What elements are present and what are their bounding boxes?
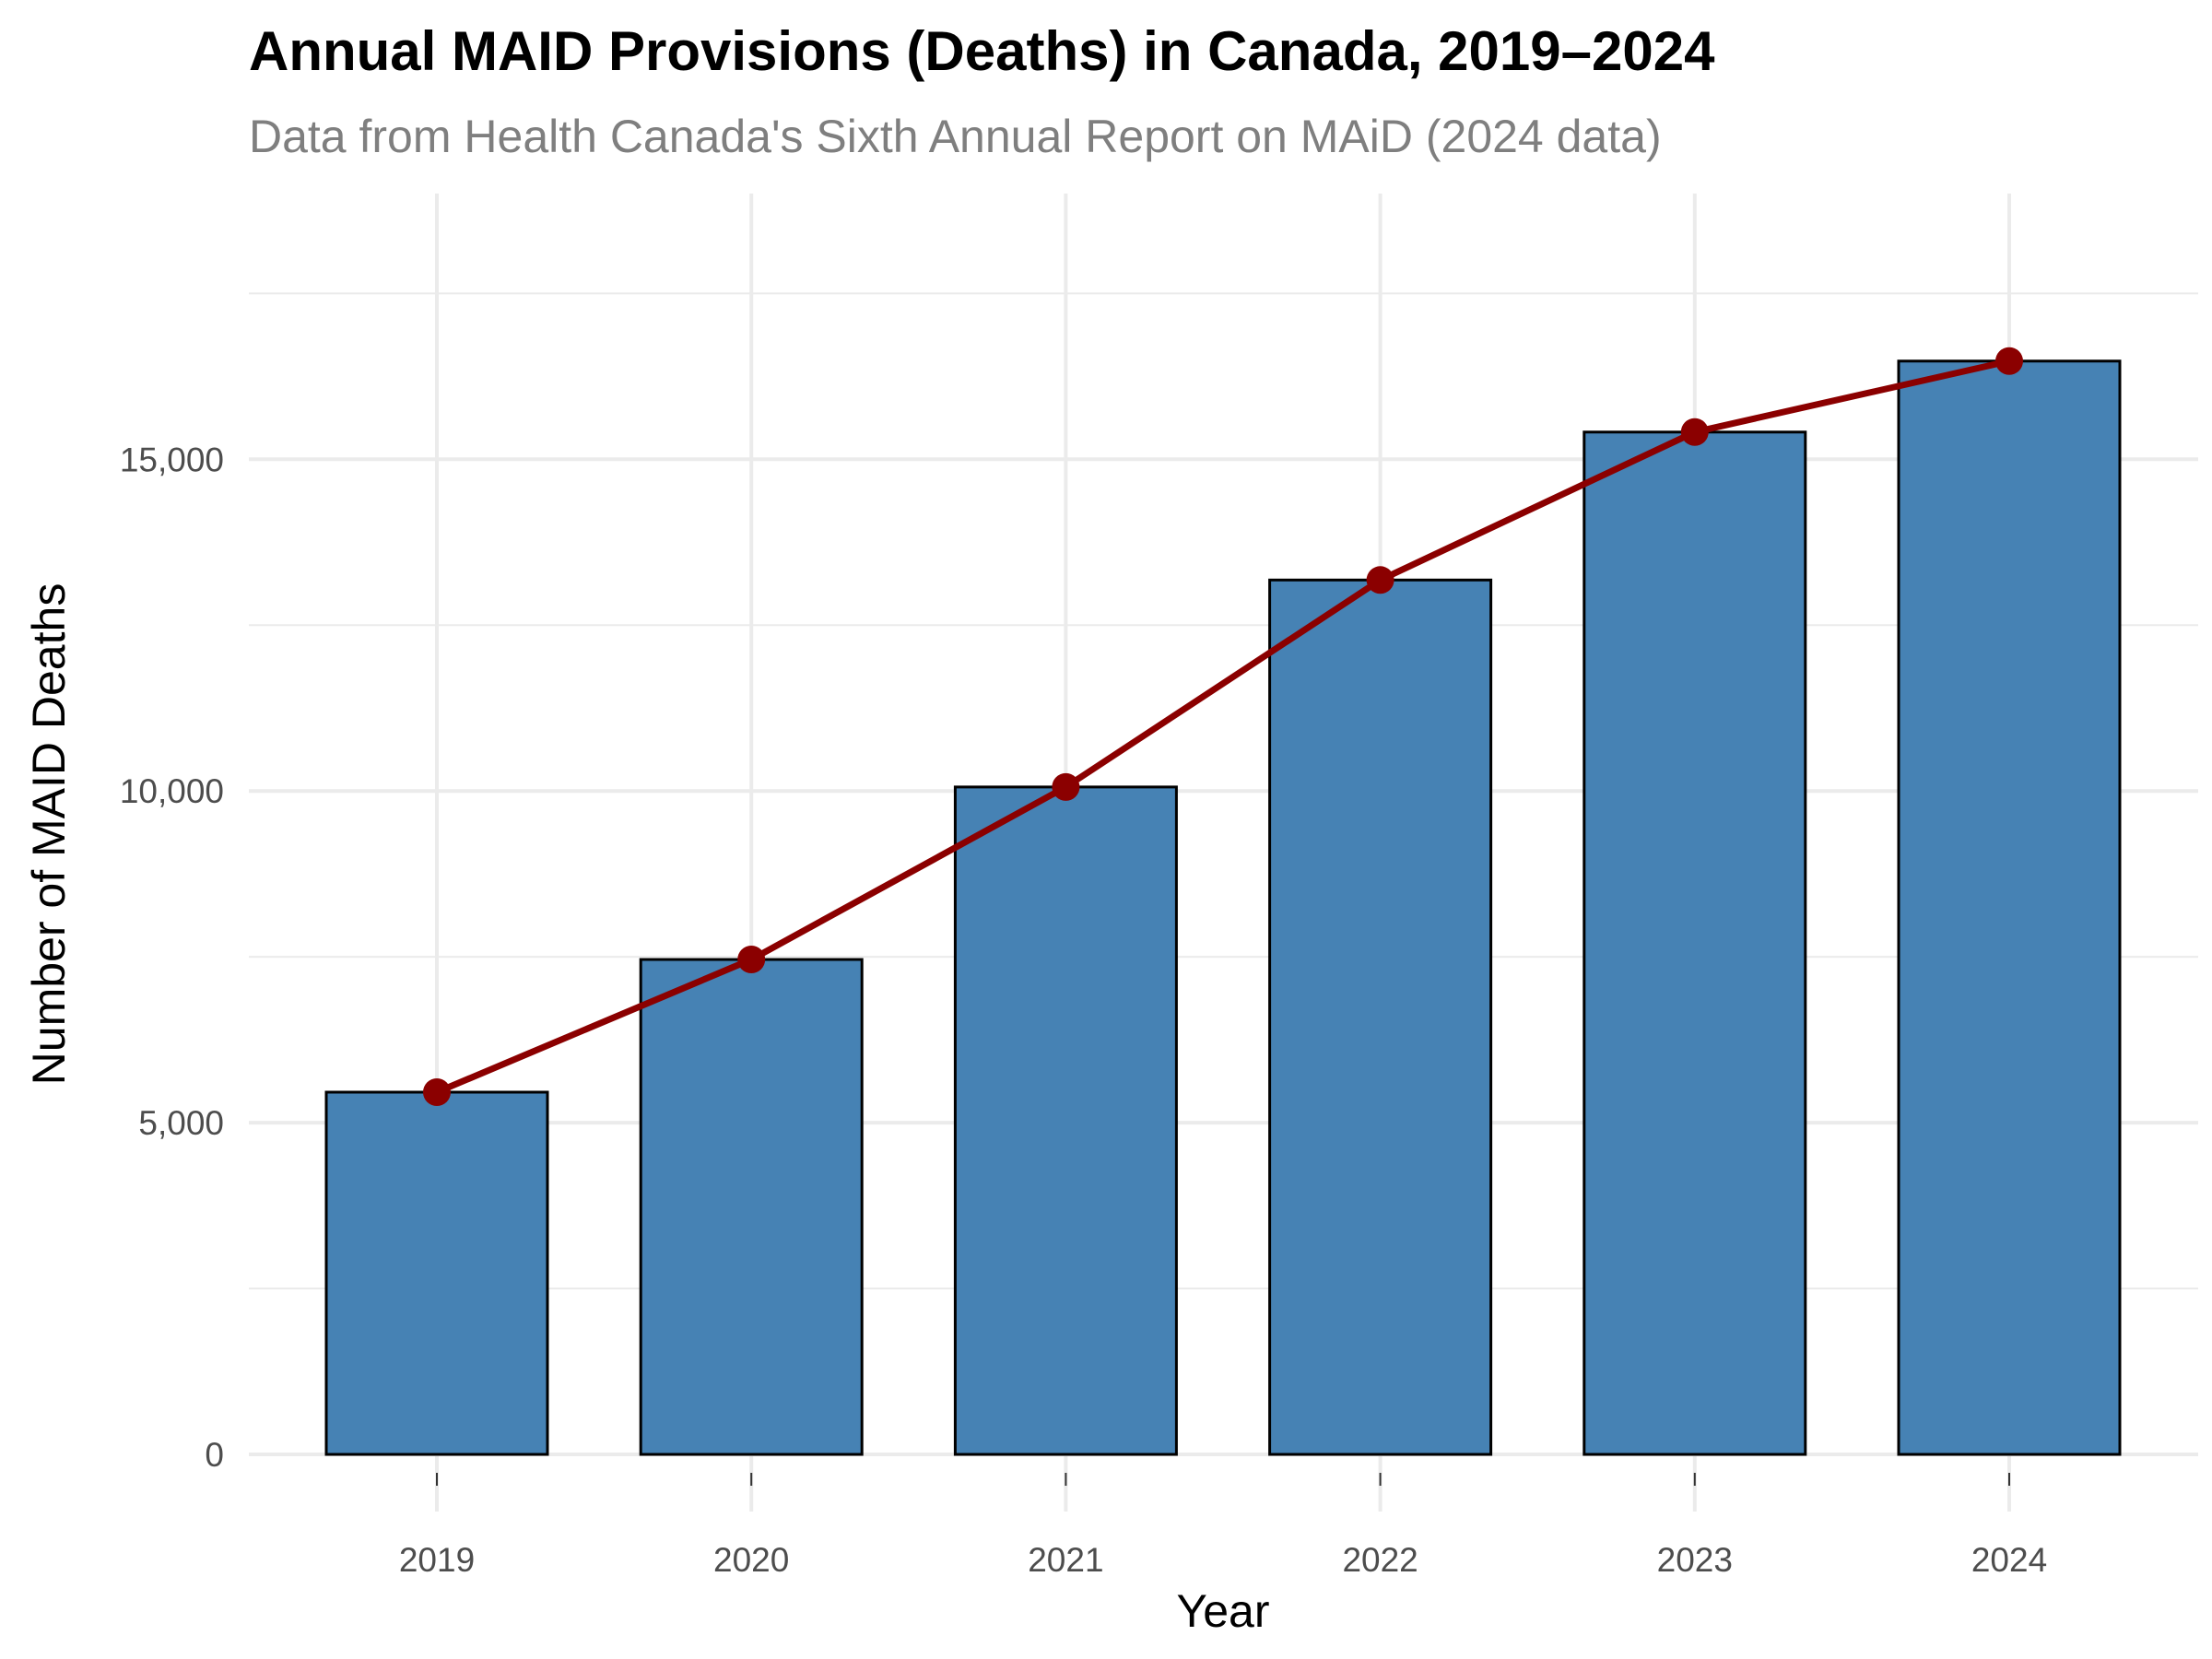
- bar-2023: [1583, 430, 1807, 1456]
- line-point-2019: [423, 1077, 451, 1106]
- line-point-2024: [1995, 347, 2023, 375]
- y-tick-label: 0: [205, 1436, 224, 1474]
- y-axis-ticks: 0 5,000 10,000 15,000: [120, 441, 224, 1474]
- bar-2024: [1897, 359, 2122, 1456]
- line-point-2021: [1052, 772, 1080, 801]
- bar-series: [324, 359, 2122, 1456]
- chart-subtitle: Data from Health Canada's Sixth Annual R…: [249, 111, 1662, 162]
- chart-title: Annual MAID Provisions (Deaths) in Canad…: [249, 20, 1715, 82]
- line-point-2022: [1366, 566, 1394, 594]
- x-axis-ticks: 2019 2020 2021 2022 2023 2024: [399, 1473, 2047, 1579]
- x-tick-label: 2023: [1657, 1541, 1733, 1579]
- x-axis-label: Year: [1176, 1585, 1269, 1637]
- line-point-2020: [737, 946, 766, 974]
- y-tick-label: 10,000: [120, 772, 224, 810]
- y-tick-label: 15,000: [120, 441, 224, 478]
- x-tick-label: 2021: [1028, 1541, 1103, 1579]
- x-tick-label: 2024: [1971, 1541, 2047, 1579]
- bar-2022: [1268, 578, 1493, 1456]
- x-tick-label: 2022: [1342, 1541, 1418, 1579]
- minor-gridlines: [249, 292, 2198, 1290]
- x-tick-label: 2019: [399, 1541, 475, 1579]
- x-tick-label: 2020: [713, 1541, 789, 1579]
- trend-line: [433, 358, 2013, 1096]
- trend-line-series: [423, 347, 2023, 1106]
- bar-2021: [953, 785, 1178, 1456]
- line-point-2023: [1680, 418, 1709, 446]
- bar-2019: [324, 1090, 549, 1456]
- y-tick-label: 5,000: [138, 1104, 224, 1142]
- y-axis-label: Number of MAID Deaths: [23, 583, 75, 1086]
- bar-2020: [639, 958, 864, 1456]
